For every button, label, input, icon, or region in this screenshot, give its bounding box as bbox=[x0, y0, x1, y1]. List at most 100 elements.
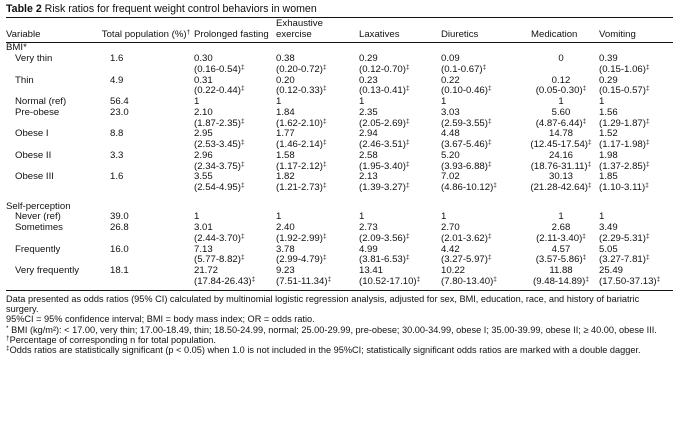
confidence-interval: (0.15-0.57)‡ bbox=[599, 86, 673, 97]
confidence-interval: (21.28-42.64)‡ bbox=[523, 182, 599, 194]
ci-range: (18.76-31.11) bbox=[530, 160, 588, 172]
odds-ratio-cell: 1.56 (1.29-1.87)‡ bbox=[599, 107, 673, 129]
odds-ratio-cell: 1 bbox=[276, 212, 359, 223]
confidence-interval: (1.10-3.11)‡ bbox=[599, 182, 673, 194]
odds-ratio: 2.73 bbox=[359, 222, 378, 234]
section-row: Self-perception bbox=[6, 201, 673, 213]
odds-ratio-cell: 2.95 (2.53-3.45)‡ bbox=[194, 128, 276, 150]
odds-ratio: 3.49 bbox=[599, 222, 618, 234]
odds-ratio-cell: 0.39 (0.15-1.06)‡ bbox=[599, 53, 673, 76]
ci-range: (1.95-3.40) bbox=[359, 160, 406, 172]
odds-ratio-cell: 3.03 (2.59-3.55)‡ bbox=[441, 107, 523, 129]
table-row: Obese III 1.6 3.55 (2.54-4.95)‡ 1.82 (1.21-2.… bbox=[6, 171, 673, 194]
ci-range: (3.57-5.86) bbox=[535, 254, 583, 266]
ci-range: (3.67-5.46) bbox=[441, 139, 488, 151]
odds-ratio: 0.23 bbox=[359, 74, 378, 86]
odds-ratio-cell: 1.98 (1.37-2.85)‡ bbox=[599, 149, 673, 172]
ci-range: (5.77-8.82) bbox=[194, 254, 241, 266]
ci-range: (17.84-26.43) bbox=[194, 275, 252, 287]
odds-ratio: 11.88 bbox=[549, 265, 573, 277]
row-label: Never (ref) bbox=[15, 211, 61, 223]
double-dagger-mark: ‡ bbox=[405, 139, 410, 147]
ci-range: (1.92-2.99) bbox=[276, 232, 323, 244]
odds-ratio-cell: 2.94 (2.46-3.51)‡ bbox=[359, 128, 441, 151]
double-dagger-mark: ‡ bbox=[240, 85, 245, 93]
confidence-interval: (0.16-0.54)‡ bbox=[194, 64, 276, 76]
row-total: 8.8 bbox=[110, 128, 124, 140]
table-row: Very frequently 18.1 21.72 (17.84-26.43)‡ 9.… bbox=[6, 265, 673, 291]
ci-range: (2.09-3.56) bbox=[359, 232, 406, 244]
ci-range: (1.17-2.12) bbox=[276, 160, 323, 172]
double-dagger-mark: ‡ bbox=[405, 182, 410, 190]
odds-ratio: 0.31 bbox=[194, 74, 213, 86]
ci-range: (1.46-2.14) bbox=[276, 139, 323, 151]
ci-range: (7.51-11.34) bbox=[276, 275, 328, 287]
double-dagger-mark: ‡ bbox=[405, 160, 410, 168]
confidence-interval: (1.21-2.73)‡ bbox=[276, 182, 359, 194]
ci-range: (17.50-37.13) bbox=[599, 275, 657, 287]
odds-ratio: 1 bbox=[194, 96, 200, 108]
confidence-interval: (4.86-10.12)‡ bbox=[441, 182, 523, 194]
ci-range: (0.15-1.06) bbox=[599, 63, 646, 75]
odds-ratio-cell: 1 bbox=[523, 212, 599, 223]
row-total: 39.0 bbox=[110, 211, 129, 223]
odds-ratio-cell: 1.84 (1.62-2.10)‡ bbox=[276, 106, 359, 129]
section-title: BMI bbox=[6, 42, 24, 54]
double-dagger-mark: ‡ bbox=[585, 275, 589, 283]
double-dagger-mark: ‡ bbox=[322, 232, 327, 240]
double-dagger-mark: ‡ bbox=[487, 160, 492, 168]
confidence-interval: (2.44-3.70)‡ bbox=[194, 233, 276, 245]
confidence-interval: (10.52-17.10)‡ bbox=[359, 276, 441, 288]
footnote-bmi: * BMI (kg/m²): < 17.00, very thin; 17.00… bbox=[6, 324, 657, 335]
double-dagger-mark: ‡ bbox=[645, 85, 650, 93]
asterisk-mark: * bbox=[6, 324, 9, 332]
ci-range: (1.21-2.73) bbox=[276, 182, 323, 194]
odds-ratio: 1.98 bbox=[599, 149, 618, 161]
odds-ratio: 2.70 bbox=[441, 222, 460, 234]
ci-range: (2.29-5.31) bbox=[599, 232, 646, 244]
confidence-interval: (1.39-3.27)‡ bbox=[359, 182, 441, 194]
confidence-interval: (3.27-5.97)‡ bbox=[441, 255, 523, 266]
row-total: 18.1 bbox=[98, 265, 194, 291]
odds-ratio: 0.12 bbox=[551, 74, 571, 86]
table-row: Obese II 3.3 2.96 (2.34-3.75)‡ 1.58 (1.17-2.1… bbox=[6, 149, 673, 172]
double-dagger-mark: ‡ bbox=[6, 345, 10, 353]
odds-ratio: 1 bbox=[276, 96, 282, 108]
ci-range: (0.12-0.33) bbox=[276, 85, 323, 97]
odds-ratio: 1.84 bbox=[276, 106, 295, 118]
odds-ratio-cell: 30.13 (21.28-42.64)‡ bbox=[523, 171, 599, 194]
header-fasting: Prolonged fasting bbox=[194, 16, 276, 44]
ci-range: (3.27-5.97) bbox=[441, 254, 488, 266]
header-row: Variable Total population (%)† Prolonged… bbox=[6, 16, 673, 44]
double-dagger-mark: ‡ bbox=[645, 254, 650, 262]
ci-range: (21.28-42.64) bbox=[530, 182, 588, 194]
double-dagger-mark: ‡ bbox=[482, 63, 487, 71]
confidence-interval: (0.1-0.67)‡ bbox=[441, 63, 523, 76]
row-label: Thin bbox=[15, 74, 34, 86]
confidence-interval: (0.22-0.44)‡ bbox=[194, 86, 276, 97]
odds-ratio-cell: 3.78 (2.99-4.79)‡ bbox=[276, 244, 359, 266]
ci-range: (2.01-3.62) bbox=[441, 232, 488, 244]
ci-range: (1.17-1.98) bbox=[599, 139, 646, 151]
odds-ratio-cell: 1 bbox=[359, 96, 441, 108]
odds-ratio-cell: 0.29 (0.12-0.70)‡ bbox=[359, 53, 441, 75]
ci-range: (9.48-14.89) bbox=[533, 275, 586, 287]
double-dagger-mark: ‡ bbox=[587, 182, 592, 190]
odds-ratio-cell: 1 bbox=[276, 96, 359, 108]
header-diuretics: Diuretics bbox=[441, 16, 523, 44]
odds-ratio-cell: 1.82 (1.21-2.73)‡ bbox=[276, 171, 359, 194]
odds-ratio: 2.35 bbox=[359, 106, 378, 118]
confidence-interval: (9.48-14.89)‡ bbox=[523, 275, 599, 288]
row-label: Normal (ref) bbox=[15, 96, 67, 108]
odds-ratio: 7.13 bbox=[194, 243, 213, 255]
ci-range: (0.05-0.30) bbox=[535, 85, 583, 97]
double-dagger-mark: ‡ bbox=[240, 182, 245, 190]
odds-ratio-cell: 5.60 (4.87-6.44)‡ bbox=[523, 107, 599, 129]
odds-ratio-cell: 0.31 (0.22-0.44)‡ bbox=[194, 74, 276, 97]
odds-ratio-cell: 0.38 (0.20-0.72)‡ bbox=[276, 53, 359, 75]
confidence-interval: (2.46-3.51)‡ bbox=[359, 139, 441, 151]
confidence-interval: (0.15-1.06)‡ bbox=[599, 63, 673, 76]
double-dagger-mark: ‡ bbox=[645, 232, 650, 240]
odds-ratio: 0.38 bbox=[276, 53, 295, 65]
